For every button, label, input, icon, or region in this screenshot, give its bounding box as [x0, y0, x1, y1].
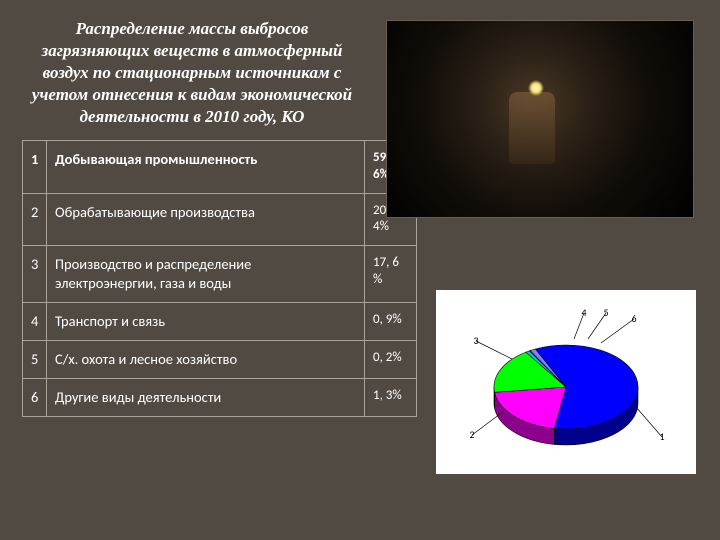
- row-number: 1: [23, 141, 47, 194]
- miner-figure: [509, 92, 555, 164]
- table-row: 2Обрабатывающие производства20, 4%: [23, 193, 417, 246]
- emissions-table: 1Добывающая промышленность59, 6%2Обрабат…: [22, 140, 417, 417]
- row-number: 5: [23, 340, 47, 378]
- table-row: 3Производство и распределение электроэне…: [23, 246, 417, 302]
- table-row: 6Другие виды деятельности1, 3%: [23, 378, 417, 416]
- svg-text:3: 3: [473, 334, 478, 347]
- row-label: С/х. охота и лесное хозяйство: [47, 340, 365, 378]
- slide-title: Распределение массы выбросов загрязняющи…: [22, 18, 362, 128]
- row-label: Производство и распределение электроэнер…: [47, 246, 365, 302]
- hero-photo: [386, 20, 694, 218]
- row-label: Обрабатывающие производства: [47, 193, 365, 246]
- slide: Распределение массы выбросов загрязняющи…: [0, 0, 720, 540]
- pie-chart: 1 2 3 4 5 6: [446, 297, 686, 467]
- row-label: Другие виды деятельности: [47, 378, 365, 416]
- headlamp-glow: [528, 80, 544, 96]
- svg-text:6: 6: [631, 312, 636, 325]
- row-number: 2: [23, 193, 47, 246]
- row-number: 4: [23, 302, 47, 340]
- row-value: 0, 2%: [365, 340, 417, 378]
- row-value: 1, 3%: [365, 378, 417, 416]
- svg-text:5: 5: [603, 306, 608, 319]
- row-value: 0, 9%: [365, 302, 417, 340]
- row-number: 6: [23, 378, 47, 416]
- row-number: 3: [23, 246, 47, 302]
- svg-text:2: 2: [469, 428, 474, 441]
- svg-text:4: 4: [581, 306, 586, 319]
- table-row: 4Транспорт и связь0, 9%: [23, 302, 417, 340]
- row-value: 17, 6 %: [365, 246, 417, 302]
- pie-chart-container: 1 2 3 4 5 6: [436, 290, 696, 474]
- row-label: Транспорт и связь: [47, 302, 365, 340]
- svg-text:1: 1: [659, 430, 664, 443]
- row-label: Добывающая промышленность: [47, 141, 365, 194]
- table-row: 1Добывающая промышленность59, 6%: [23, 141, 417, 194]
- table-row: 5С/х. охота и лесное хозяйство0, 2%: [23, 340, 417, 378]
